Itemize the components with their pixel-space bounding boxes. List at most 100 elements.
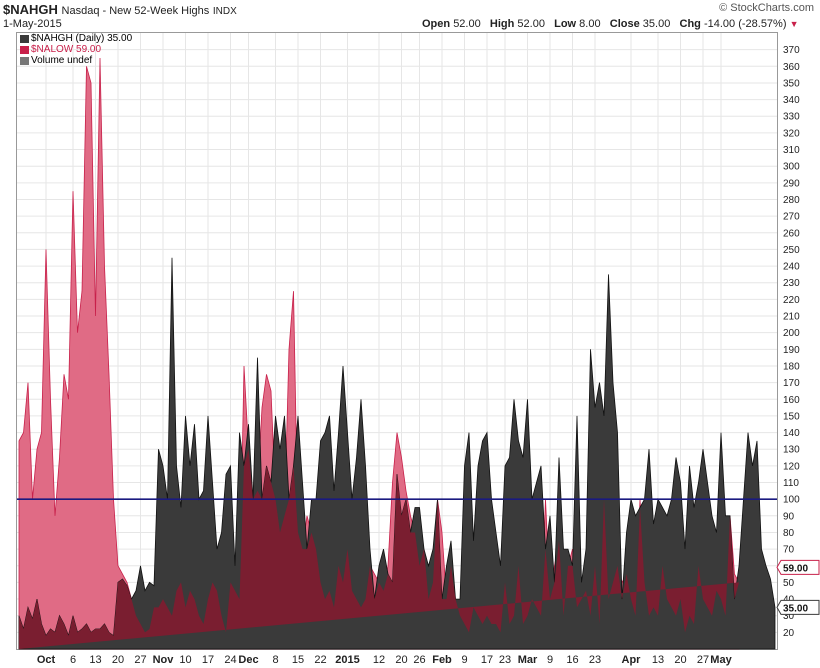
close-value: 35.00 — [642, 18, 671, 30]
series-areas — [18, 57, 776, 650]
y-tick-label: 50 — [783, 578, 795, 589]
x-tick-label: 9 — [461, 654, 467, 666]
y-tick-label: 30 — [783, 611, 795, 622]
y-tick-label: 270 — [783, 212, 800, 223]
legend-item-lows: $NALOW 59.00 — [20, 44, 132, 55]
y-tick-label: 90 — [783, 511, 795, 522]
y-tick-label: 280 — [783, 195, 800, 206]
x-axis: Oct 6 13 20 27 Nov 10 17 24 Dec 8 15 22 2015 12 20 26 Feb… — [37, 654, 733, 666]
chg-value: -14.00 (-28.57%) — [703, 18, 787, 30]
x-tick-label: 10 — [179, 654, 191, 666]
close-label: Close — [609, 18, 640, 30]
y-tick-label: 240 — [783, 262, 800, 273]
y-tick-label: 170 — [783, 378, 800, 389]
y-tick-label: 160 — [783, 395, 800, 406]
low-label: Low — [554, 18, 577, 30]
legend-label-volume: Volume undef — [31, 55, 93, 66]
x-tick-label: 26 — [413, 654, 425, 666]
y-tick-label: 320 — [783, 128, 800, 139]
x-tick-label: 13 — [89, 654, 101, 666]
x-tick-label: 23 — [589, 654, 601, 666]
x-tick-label: 24 — [224, 654, 236, 666]
legend-item-volume: Volume undef — [20, 55, 132, 66]
chart-title: $NAHGH Nasdaq - New 52-Week Highs INDX — [3, 2, 237, 17]
y-tick-label: 340 — [783, 95, 800, 106]
y-tick-label: 150 — [783, 411, 800, 422]
y-tick-label: 200 — [783, 328, 800, 339]
x-tick-label: 13 — [652, 654, 664, 666]
legend-swatch-volume — [20, 56, 29, 65]
legend-label-lows: $NALOW 59.00 — [31, 44, 102, 55]
legend-swatch-lows — [20, 45, 29, 54]
legend-label-highs: $NAHGH (Daily) 35.00 — [31, 33, 133, 44]
x-tick-label: Mar — [518, 654, 538, 666]
last-value-text: 35.00 — [783, 603, 808, 614]
open-value: 52.00 — [453, 18, 481, 30]
y-tick-label: 210 — [783, 312, 800, 323]
low-value: 8.00 — [579, 18, 601, 30]
last-value-badge — [776, 559, 820, 575]
x-tick-label: 17 — [481, 654, 493, 666]
x-tick-label: 27 — [697, 654, 709, 666]
y-axis: 2030405060708090100110120130140150160170… — [783, 45, 800, 639]
x-tick-label: May — [710, 654, 732, 666]
last-value-badges: 59.00 35.00 — [776, 559, 820, 615]
ohlc-readout: Open 52.00 High 52.00 Low 8.00 Close 35.… — [422, 18, 798, 30]
last-value-badge — [776, 599, 820, 615]
y-tick-label: 250 — [783, 245, 800, 256]
y-tick-label: 80 — [783, 528, 795, 539]
chg-label: Chg — [679, 18, 701, 30]
x-tick-label: 15 — [292, 654, 304, 666]
symbol: $NAHGH — [3, 2, 58, 17]
y-tick-label: 20 — [783, 628, 795, 639]
x-tick-label: 2015 — [335, 654, 359, 666]
y-tick-label: 230 — [783, 278, 800, 289]
x-tick-label: 20 — [674, 654, 686, 666]
x-tick-label: 9 — [547, 654, 553, 666]
y-tick-label: 190 — [783, 345, 800, 356]
y-tick-label: 130 — [783, 445, 800, 456]
legend-item-highs: $NAHGH (Daily) 35.00 — [20, 33, 132, 44]
x-tick-label: 27 — [134, 654, 146, 666]
exchange: INDX — [212, 6, 237, 17]
y-tick-label: 260 — [783, 228, 800, 239]
y-tick-label: 220 — [783, 295, 800, 306]
y-tick-label: 180 — [783, 361, 800, 372]
x-tick-label: Apr — [622, 654, 642, 666]
y-tick-label: 310 — [783, 145, 800, 156]
y-tick-label: 370 — [783, 45, 800, 56]
y-tick-label: 330 — [783, 112, 800, 123]
x-tick-label: 12 — [373, 654, 385, 666]
x-tick-label: 20 — [112, 654, 124, 666]
legend-swatch-highs — [20, 34, 29, 43]
x-tick-label: Oct — [37, 654, 56, 666]
stockcharts-credit[interactable]: © StockCharts.com — [719, 2, 814, 14]
legend: $NAHGH (Daily) 35.00 $NALOW 59.00 Volume… — [20, 33, 132, 66]
x-tick-label: Dec — [238, 654, 258, 666]
y-tick-label: 100 — [783, 495, 800, 506]
x-tick-label: 6 — [70, 654, 76, 666]
y-tick-label: 360 — [783, 62, 800, 73]
x-tick-label: Nov — [153, 654, 175, 666]
y-tick-label: 110 — [783, 478, 799, 489]
chart-date: 1-May-2015 — [3, 18, 62, 30]
high-label: High — [489, 18, 515, 30]
y-tick-label: 300 — [783, 162, 800, 173]
x-tick-label: 17 — [202, 654, 214, 666]
open-label: Open — [422, 18, 451, 30]
last-value-text: 59.00 — [783, 563, 808, 574]
x-tick-label: Feb — [432, 654, 452, 666]
y-tick-label: 70 — [783, 545, 795, 556]
high-value: 52.00 — [517, 18, 545, 30]
y-tick-label: 120 — [783, 461, 800, 472]
x-tick-label: 8 — [272, 654, 278, 666]
y-tick-label: 290 — [783, 178, 800, 189]
x-tick-label: 20 — [395, 654, 407, 666]
chg-down-icon: ▼ — [789, 19, 799, 29]
x-tick-label: 22 — [314, 654, 326, 666]
x-tick-label: 23 — [499, 654, 511, 666]
y-tick-label: 350 — [783, 78, 800, 89]
description: Nasdaq - New 52-Week Highs — [61, 5, 210, 17]
y-tick-label: 140 — [783, 428, 800, 439]
